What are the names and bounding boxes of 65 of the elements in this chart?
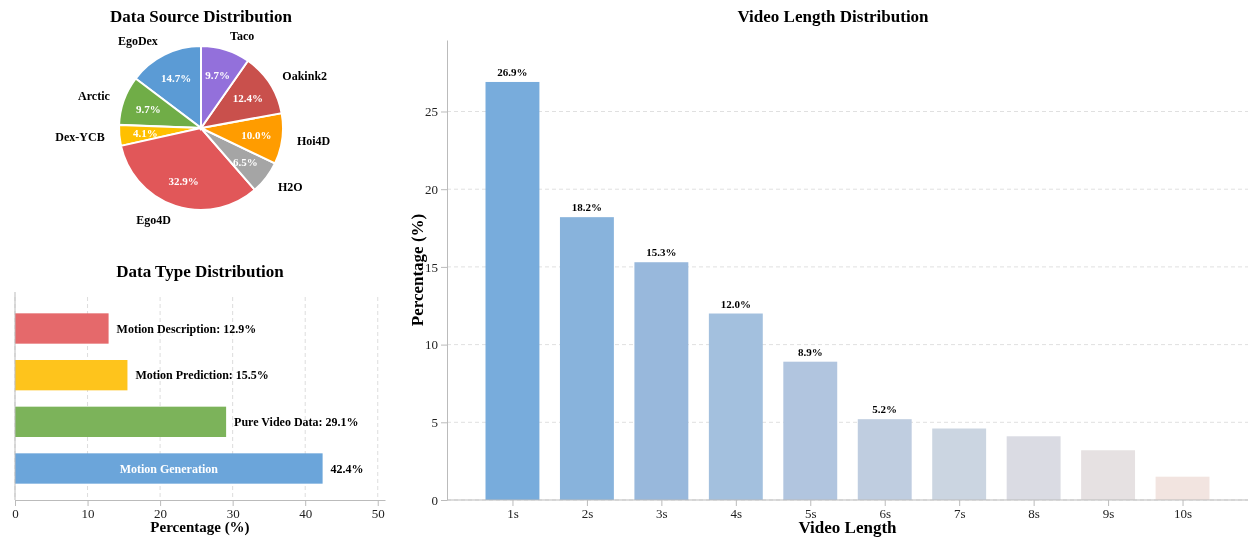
slice-label: Taco — [230, 28, 255, 43]
data-label: 8.9% — [797, 345, 823, 358]
bar — [485, 81, 540, 500]
data-label: 12.4% — [232, 91, 264, 104]
bar — [1155, 476, 1210, 500]
bar — [559, 217, 614, 500]
x-tick-label: 8s — [1028, 506, 1040, 522]
y-tick-label: 10 — [425, 337, 438, 353]
data-label: 14.7% — [161, 72, 192, 85]
y-tick-label: Motion Generation — [119, 461, 219, 476]
data-label: 5.2% — [872, 403, 898, 416]
bar — [15, 406, 227, 437]
x-tick-label: 0 — [12, 506, 19, 522]
bar — [1081, 450, 1136, 500]
x-tick-label: 7s — [953, 506, 966, 522]
chart-title: Data Source Distribution — [110, 7, 293, 26]
y-tick-label: 20 — [425, 181, 438, 197]
x-tick-label: 3s — [656, 506, 668, 522]
x-tick-label: 40 — [299, 506, 313, 522]
x-tick-label: 1s — [507, 506, 519, 522]
data-label: 32.9% — [168, 174, 199, 187]
slice-label: Dex-YCB — [55, 129, 105, 144]
slice-label: Hoi4D — [296, 133, 331, 148]
data-label: 9.7% — [205, 68, 231, 81]
slice-label: Oakink2 — [282, 68, 328, 83]
bar — [634, 262, 689, 500]
data-label: Pure Video Data: 29.1% — [234, 414, 359, 429]
x-tick-label: 10s — [1174, 506, 1193, 522]
bar — [708, 313, 763, 500]
x-tick-label: 20 — [154, 506, 168, 522]
data-label: 4.1% — [133, 127, 158, 140]
data-label: 26.9% — [497, 65, 528, 78]
slice-label: Arctic — [78, 88, 111, 103]
x-tick-label: 9s — [1102, 506, 1115, 522]
data-label: Motion Prediction: 15.5% — [135, 368, 269, 383]
chart-title: Data Type Distribution — [116, 262, 285, 281]
chart-title: Video Length Distribution — [737, 7, 930, 26]
slice-label: H2O — [278, 179, 303, 194]
data-label: 15.3% — [646, 246, 677, 259]
x-tick-label: 50 — [371, 506, 385, 522]
bar — [783, 361, 838, 500]
bar — [1006, 436, 1061, 500]
bar — [857, 419, 912, 500]
y-tick-label: 25 — [425, 104, 438, 120]
slice-label: Ego4D — [136, 212, 172, 227]
data-label: Motion Description: 12.9% — [116, 321, 257, 336]
y-axis-title: Percentage (%) — [408, 213, 427, 327]
bar — [15, 313, 109, 344]
x-tick-label: 10 — [81, 506, 95, 522]
data-label: 18.2% — [571, 201, 603, 214]
slice-label: EgoDex — [117, 34, 158, 49]
y-tick-label: 5 — [431, 414, 438, 430]
data-label: 42.4% — [330, 461, 364, 476]
bar — [15, 453, 323, 484]
data-label: 10.0% — [241, 129, 272, 142]
data-label: 6.5% — [233, 155, 258, 168]
x-tick-label: 4s — [730, 506, 743, 522]
data-label: 9.7% — [136, 103, 161, 116]
bar — [932, 428, 987, 500]
data-label: 12.0% — [720, 297, 751, 310]
x-axis-title: Percentage (%) — [150, 519, 250, 536]
x-tick-label: 2s — [581, 506, 594, 522]
bar — [15, 360, 128, 391]
x-tick-label: 30 — [226, 506, 240, 522]
y-tick-label: 0 — [431, 492, 438, 508]
